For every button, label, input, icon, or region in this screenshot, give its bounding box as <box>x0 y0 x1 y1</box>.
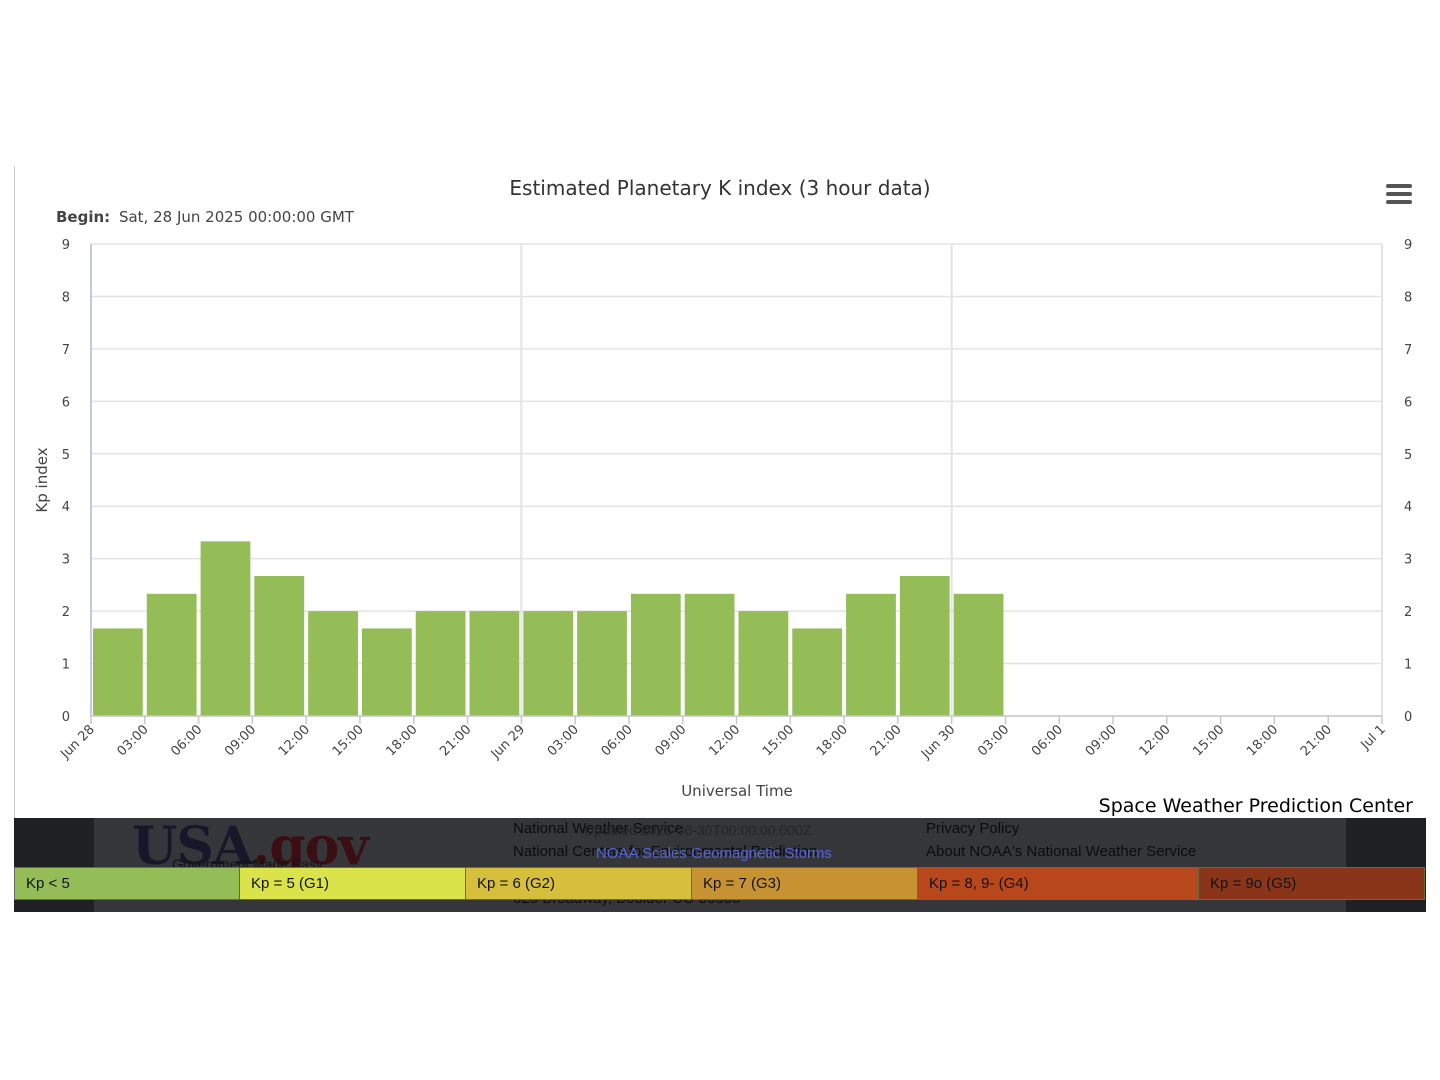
x-tick-label: 18:00 <box>1244 722 1281 759</box>
x-tick-label: Jul 1 <box>1358 722 1389 753</box>
kp-bar[interactable] <box>846 593 896 716</box>
y-tick-label-right: 2 <box>1404 605 1412 620</box>
y-tick-label-right: 3 <box>1404 553 1412 568</box>
scale-cell-g4: Kp = 8, 9- (G4) <box>918 867 1199 900</box>
right-y-axis: 0 1 2 3 4 5 6 7 8 9 <box>1404 238 1412 725</box>
kp-bar[interactable] <box>630 593 681 716</box>
y-tick-label-left: 4 <box>62 500 70 515</box>
chart-title: Estimated Planetary K index (3 hour data… <box>509 176 930 200</box>
x-tick-label: 06:00 <box>599 722 636 759</box>
x-tick-label: 09:00 <box>1083 722 1120 759</box>
subtitle-label: Begin: <box>56 208 110 226</box>
scale-cell-g1: Kp = 5 (G1) <box>240 867 466 900</box>
bar-series <box>93 541 1004 716</box>
x-tick-label: 03:00 <box>975 722 1012 759</box>
x-tick-label: 18:00 <box>814 722 851 759</box>
kp-bar[interactable] <box>523 611 574 716</box>
x-tick-label: 15:00 <box>1190 722 1227 759</box>
y-tick-label-left: 5 <box>62 448 70 463</box>
x-tick-label: 15:00 <box>760 722 797 759</box>
scale-cell-g2: Kp = 6 (G2) <box>466 867 692 900</box>
grid-lines <box>91 243 1383 717</box>
x-tick-label: 06:00 <box>168 722 205 759</box>
x-tick-label: 09:00 <box>222 722 259 759</box>
noaa-scales-title[interactable]: NOAA Scales Geomagnetic Storms <box>596 845 832 862</box>
chart-credit[interactable]: Space Weather Prediction Center <box>1099 795 1414 817</box>
y-tick-label-left: 9 <box>62 238 70 253</box>
y-tick-label-right: 6 <box>1404 395 1412 410</box>
scale-cell-g3: Kp = 7 (G3) <box>692 867 918 900</box>
kp-bar[interactable] <box>361 628 412 716</box>
y-tick-label-left: 1 <box>62 658 70 673</box>
y-axis-title: Kp index <box>33 447 51 512</box>
x-tick-label: 12:00 <box>706 722 743 759</box>
y-tick-label-right: 9 <box>1404 238 1412 253</box>
kp-bar[interactable] <box>308 611 358 716</box>
hamburger-menu-icon[interactable] <box>1386 184 1412 206</box>
y-tick-label-left: 0 <box>62 710 70 725</box>
x-tick-label: Jun 30 <box>918 722 958 762</box>
x-tick-label: 21:00 <box>1298 722 1335 759</box>
x-tick-label: 03:00 <box>545 722 582 759</box>
chart-subtitle: Begin: Sat, 28 Jun 2025 00:00:00 GMT <box>56 208 355 226</box>
y-tick-label-left: 3 <box>62 553 70 568</box>
x-tick-label: 12:00 <box>1137 722 1174 759</box>
y-tick-label-right: 1 <box>1404 658 1412 673</box>
x-tick-label: 06:00 <box>1029 722 1066 759</box>
footer-link-about-nws[interactable]: About NOAA's National Weather Service <box>926 843 1197 860</box>
y-tick-label-right: 8 <box>1404 290 1412 305</box>
footer-link-nws[interactable]: National Weather Service <box>513 820 683 837</box>
y-tick-label-right: 0 <box>1404 710 1412 725</box>
kp-bar[interactable] <box>146 593 197 716</box>
y-tick-label-left: 7 <box>62 343 70 358</box>
y-tick-label-left: 2 <box>62 605 70 620</box>
scale-cell-g5: Kp = 9o (G5) <box>1199 867 1425 900</box>
menu-line <box>1386 192 1412 196</box>
left-y-axis: 0 1 2 3 4 5 6 7 8 9 <box>62 238 92 725</box>
x-axis: Jun 28 03:00 06:00 09:00 12:00 15:00 18:00 21:0… <box>58 715 1389 763</box>
x-tick-label: Jun 29 <box>488 722 528 762</box>
x-tick-label: 21:00 <box>437 722 474 759</box>
menu-line <box>1386 200 1412 204</box>
kp-bar[interactable] <box>953 593 1004 716</box>
footer-link-ncep[interactable]: National Centers for Environmental Predi… <box>513 843 818 860</box>
kp-bar[interactable] <box>469 611 520 716</box>
kp-bar[interactable] <box>738 611 789 716</box>
kp-index-chart: Estimated Planetary K index (3 hour data… <box>33 176 1414 817</box>
kp-bar[interactable] <box>254 575 305 716</box>
scale-cell-kp-below-5: Kp < 5 <box>14 867 240 900</box>
x-tick-label: 15:00 <box>330 722 367 759</box>
x-tick-label: 18:00 <box>383 722 420 759</box>
x-tick-label: 21:00 <box>868 722 905 759</box>
geomagnetic-scale-legend: Kp < 5 Kp = 5 (G1) Kp = 6 (G2) Kp = 7 (G… <box>14 867 1425 900</box>
x-axis-title: Universal Time <box>681 782 793 800</box>
kp-bar[interactable] <box>93 628 143 716</box>
kp-bar[interactable] <box>684 593 735 716</box>
kp-bar[interactable] <box>415 611 466 716</box>
subtitle-value: Sat, 28 Jun 2025 00:00:00 GMT <box>119 208 355 226</box>
x-tick-label: 03:00 <box>115 722 152 759</box>
chart-frame-edge <box>14 166 15 818</box>
menu-line <box>1386 184 1412 188</box>
footer-link-privacy[interactable]: Privacy Policy <box>926 820 1020 837</box>
updated-timestamp: Updated 2025-06-30T00:00:00.000Z <box>584 822 812 838</box>
kp-bar[interactable] <box>577 611 627 716</box>
y-tick-label-left: 8 <box>62 290 70 305</box>
kp-bar[interactable] <box>899 575 950 716</box>
kp-bar[interactable] <box>792 628 843 716</box>
kp-bar[interactable] <box>200 541 251 716</box>
x-tick-label: Jun 28 <box>58 722 98 762</box>
y-tick-label-right: 4 <box>1404 500 1412 515</box>
y-tick-label-left: 6 <box>62 395 70 410</box>
y-tick-label-right: 5 <box>1404 448 1412 463</box>
x-tick-label: 12:00 <box>276 722 313 759</box>
x-tick-label: 09:00 <box>652 722 689 759</box>
y-tick-label-right: 7 <box>1404 343 1412 358</box>
